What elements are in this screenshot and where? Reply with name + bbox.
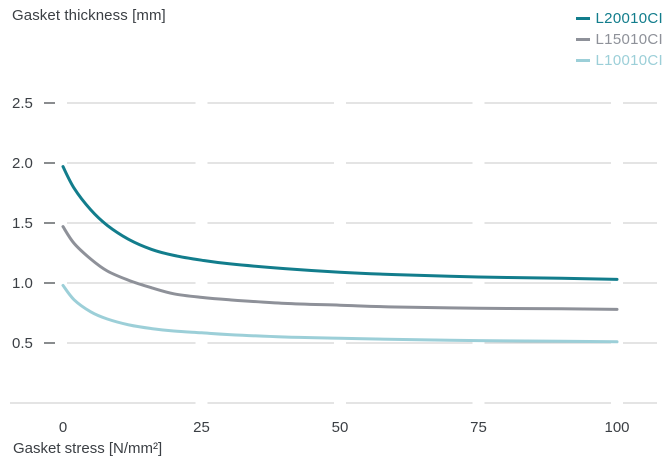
y-tick-label: 0.5 (12, 335, 33, 352)
y-tick-label: 1.5 (12, 215, 33, 232)
y-tick-label: 2.5 (12, 95, 33, 112)
grid-lines (10, 102, 657, 404)
y-tick-label: 2.0 (12, 155, 33, 172)
x-tick-label: 100 (604, 419, 629, 436)
legend-swatch-l15010ci (575, 38, 590, 41)
series-line-l10010ci (61, 283, 619, 344)
series-line-l20010ci (61, 165, 619, 281)
legend: L20010CI L15010CI L10010CI (575, 8, 663, 71)
y-tick-labels: 0.5 1.0 1.5 2.0 2.5 (12, 95, 55, 352)
x-tick-label: 50 (332, 419, 349, 436)
x-axis-title: Gasket stress [N/mm²] (13, 440, 163, 457)
x-tick-label: 25 (193, 419, 210, 436)
series-line-l15010ci (61, 225, 619, 311)
x-tick-label: 0 (59, 419, 67, 436)
x-tick-label: 75 (470, 419, 487, 436)
legend-item-l20010ci: L20010CI (575, 8, 663, 29)
legend-label-l20010ci: L20010CI (595, 10, 663, 27)
legend-item-l10010ci: L10010CI (575, 50, 663, 71)
series-lines (61, 165, 619, 344)
y-axis-title: Gasket thickness [mm] (12, 7, 166, 24)
y-tick-label: 1.0 (12, 275, 33, 292)
x-tick-labels: 0 25 50 75 100 (59, 419, 630, 436)
legend-label-l10010ci: L10010CI (595, 52, 663, 69)
legend-swatch-l20010ci (575, 17, 590, 20)
legend-swatch-l10010ci (575, 59, 590, 62)
legend-label-l15010ci: L15010CI (595, 31, 663, 48)
legend-item-l15010ci: L15010CI (575, 29, 663, 50)
